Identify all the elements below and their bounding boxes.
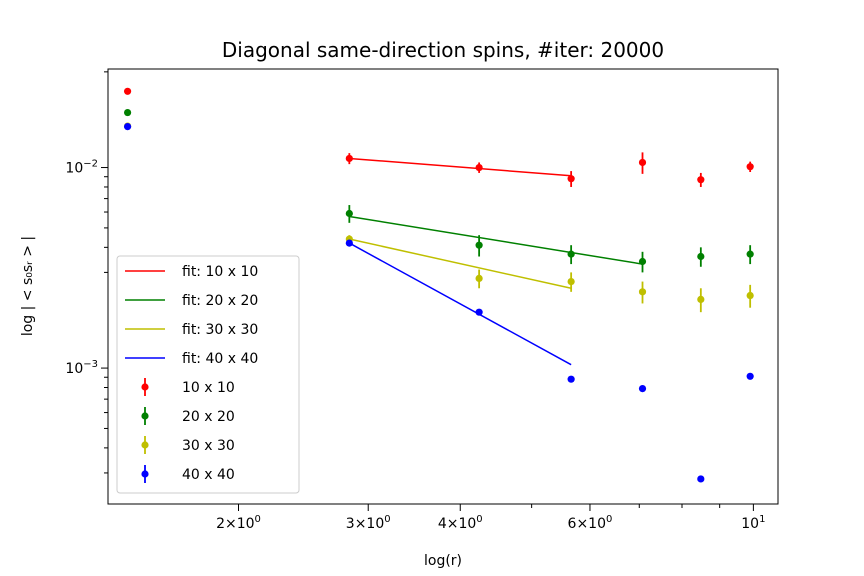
data-point [638,288,647,296]
fit-line [349,215,643,265]
fit-line [349,238,572,290]
data-point [746,163,754,171]
legend-series-label: 20 x 20 [182,409,235,425]
legend-fit-label: fit: 30 x 30 [182,322,258,338]
legend-fit-label: fit: 40 x 40 [182,351,258,367]
data-point [746,250,754,258]
data-point [345,239,353,247]
legend-series-label: 40 x 40 [182,467,235,483]
fit-line [348,242,572,366]
data-point [567,250,575,258]
legend: fit: 10 x 10 fit: 20 x 20 fit: 30 x 30 fit:… [116,255,300,494]
data-point [123,87,132,95]
plot-area [123,87,754,483]
chart-title: Diagonal same-direction spins, #iter: 20… [222,38,664,62]
data-point [475,241,483,249]
x-tick-label: 101 [741,514,765,532]
data-point [697,252,705,261]
data-point [746,291,754,300]
y-axis-label: log | < s₀sᵣ > | [20,236,36,336]
data-point [475,274,483,283]
data-point [345,154,353,163]
data-point [697,475,705,483]
legend-marker-swatch [141,383,149,391]
plot-frame [107,68,779,505]
legend-series-label: 10 x 10 [182,380,235,396]
x-tick-label: 2×100 [216,514,261,532]
data-point [746,372,754,380]
legend-series-label: 30 x 30 [182,438,235,454]
axis-ticks: 2×100 3×100 4×100 6×100 101 10−3 10−2 [65,71,765,532]
x-tick-label: 4×100 [438,514,483,532]
x-axis-label: log(r) [424,553,462,569]
legend-marker-swatch [141,441,149,449]
legend-marker-swatch [141,470,149,478]
data-point [567,277,575,286]
data-point [475,163,483,172]
data-point [697,295,705,304]
data-point [567,175,575,183]
x-tick-label: 3×100 [346,514,391,532]
data-point [567,375,575,383]
legend-frame [116,255,300,494]
data-point [638,385,647,393]
data-point [345,209,353,218]
legend-fit-label: fit: 10 x 10 [182,264,258,280]
data-point [123,123,132,131]
y-tick-label: 10−2 [65,159,98,177]
data-point [123,108,132,117]
x-tick-label: 6×100 [568,514,613,532]
data-point [697,176,705,184]
data-point [475,308,483,316]
legend-fit-label: fit: 20 x 20 [182,293,258,309]
legend-marker-swatch [141,412,149,420]
data-point [638,257,647,266]
fit-line [349,157,572,177]
data-point [638,158,647,167]
y-tick-label: 10−3 [65,359,98,377]
